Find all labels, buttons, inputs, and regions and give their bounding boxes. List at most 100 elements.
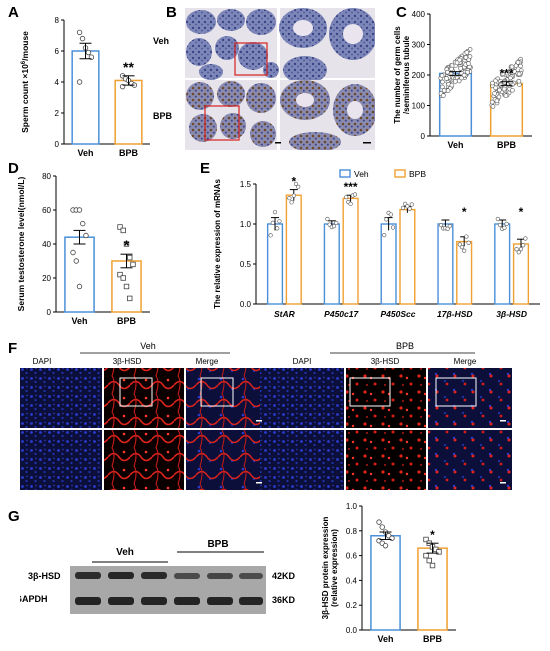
chart-e-legend-label: Veh xyxy=(354,169,369,179)
if-channel-merge-veh: Merge xyxy=(196,357,219,366)
chart-d-point xyxy=(127,295,133,302)
if-veh-zoom-box-hsd xyxy=(119,377,153,407)
chart-e-point xyxy=(382,233,387,238)
if-channel-dapi-bpb: DAPI xyxy=(293,357,312,366)
chart-d-y-tick-label: 40 xyxy=(42,240,51,249)
chart-c-point xyxy=(503,93,509,98)
panel-letter-c: C xyxy=(396,4,407,21)
chart-e-point xyxy=(268,233,273,238)
chart-d-point xyxy=(117,271,123,278)
if-group-label-bpb: BPB xyxy=(396,341,414,351)
if-veh-merge-low xyxy=(186,368,268,428)
if-bpb-hsd-high xyxy=(346,430,426,490)
chart-d-point xyxy=(117,224,123,230)
chart-c-point xyxy=(467,54,473,59)
chart-g-y-tick-label: 0.2 xyxy=(346,601,358,610)
chart-c-point xyxy=(440,84,445,90)
histology-images xyxy=(185,8,375,150)
chart-c-point xyxy=(441,93,446,98)
chart-e-legend-swatch xyxy=(339,169,351,178)
histology-row-label-veh: Veh xyxy=(153,36,170,46)
chart-g-x-tick-label: Veh xyxy=(377,634,393,644)
chart-c-point xyxy=(445,88,451,93)
chart-g-point xyxy=(423,552,429,559)
chart-d-y-tick-label: 20 xyxy=(42,274,51,283)
chart-a-x-tick-label: Veh xyxy=(77,148,93,158)
chart-c: 0 100 200 300 400 Veh BPB *** The number of germ… xyxy=(393,10,532,150)
chart-e-point xyxy=(334,220,339,226)
chart-e-bar xyxy=(437,223,454,305)
panel-letter-e: E xyxy=(200,160,211,177)
chart-c-point xyxy=(463,55,469,60)
if-veh-hsd-low xyxy=(104,368,184,428)
chart-g-y-tick-label: 1.0 xyxy=(346,502,358,511)
chart-c-point xyxy=(492,91,497,96)
chart-c-point xyxy=(456,78,462,84)
chart-e-point xyxy=(518,247,524,252)
chart-e-point xyxy=(272,210,278,215)
chart-d: 0 20 40 60 80 Veh BPB * Serum testosterone level… xyxy=(16,172,150,326)
chart-d-x-tick-label: Veh xyxy=(71,316,87,326)
blot-size-hsd: 42KD xyxy=(272,571,296,581)
if-bpb-merge-low xyxy=(428,368,512,428)
chart-d-point xyxy=(130,261,136,268)
chart-c-point xyxy=(461,72,467,78)
chart-g-significance: * xyxy=(430,528,435,542)
chart-c-point xyxy=(494,98,500,104)
chart-e-bar xyxy=(285,194,302,305)
chart-d-bar xyxy=(111,260,142,313)
chart-c-point xyxy=(441,88,447,93)
chart-e-x-tick-label: StAR xyxy=(274,309,296,319)
chart-e-point xyxy=(504,221,509,227)
chart-a-y-tick-label: 4 xyxy=(55,78,60,87)
chart-d-point xyxy=(70,249,76,256)
blot-group-label-bpb: BPB xyxy=(207,539,228,550)
chart-e-y-axis-label: The relative expression of mRNAs xyxy=(213,179,222,309)
blot-bands-gapdh xyxy=(75,597,263,605)
chart-d-point xyxy=(127,254,133,261)
chart-e-point xyxy=(293,181,299,187)
chart-c-point xyxy=(490,104,496,109)
chart-d-y-tick-label: 60 xyxy=(42,206,51,215)
chart-g-y-tick-label: 0.6 xyxy=(346,552,358,561)
chart-c-point xyxy=(457,57,462,63)
panel-letter-d: D xyxy=(8,160,19,177)
chart-c-point xyxy=(497,87,502,93)
chart-e-point xyxy=(464,234,469,239)
if-veh-hsd-high xyxy=(104,430,184,490)
zoom-box-veh xyxy=(234,42,268,76)
chart-e-significance: * xyxy=(291,175,296,189)
chart-e-bar xyxy=(512,243,530,305)
chart-c-point xyxy=(464,50,470,55)
chart-a-significance: ** xyxy=(123,59,134,75)
chart-c-point xyxy=(518,63,523,69)
chart-d-point xyxy=(123,241,130,247)
chart-c-point xyxy=(515,60,521,65)
chart-e-point xyxy=(325,216,330,222)
chart-e-point xyxy=(407,206,412,211)
chart-g: 0.0 0.2 0.4 0.6 0.8 1.0 Veh BPB * 3β-HSD protein … xyxy=(321,502,456,644)
chart-g-point xyxy=(426,557,432,564)
chart-c-point xyxy=(501,86,507,92)
blot-group-label-veh: Veh xyxy=(116,547,134,558)
chart-e-bar xyxy=(323,223,340,305)
chart-g-point xyxy=(376,519,382,525)
chart-g-y-axis-label-line1: 3β-HSD protein expression xyxy=(321,517,330,620)
chart-a-point xyxy=(85,49,92,56)
chart-a-y-axis-label: Sperm count ×106/mouse xyxy=(20,31,30,133)
chart-a-point xyxy=(76,29,83,36)
if-veh-dapi-low xyxy=(20,368,102,428)
chart-e-y-tick-label: 1.5 xyxy=(240,180,252,189)
chart-g-bar xyxy=(370,535,401,631)
chart-e-point xyxy=(516,250,521,255)
chart-e-point xyxy=(403,201,408,206)
chart-e-point xyxy=(352,192,358,197)
chart-d-significance: * xyxy=(124,237,130,253)
chart-a-bar xyxy=(71,50,100,145)
if-group-label-veh: Veh xyxy=(140,341,156,351)
chart-e-bar xyxy=(342,197,359,305)
chart-a-y-tick-label: 6 xyxy=(55,47,60,56)
chart-c-point xyxy=(490,80,495,86)
panel-letter-b: B xyxy=(166,4,177,21)
immunofluorescence-figure: Veh BPB DAPI 3β-HSD Merge DAPI 3β-HSD Me… xyxy=(20,341,512,490)
